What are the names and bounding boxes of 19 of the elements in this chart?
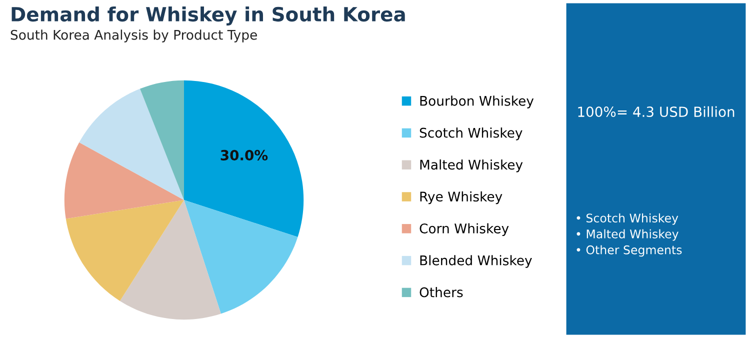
pie-slice: [64, 142, 184, 219]
text: • Scotch Whiskey • Malted Whiskey • Other Segments: [576, 213, 682, 257]
legend-label: Bourbon Whiskey: [420, 96, 534, 108]
pie-slice: [184, 80, 304, 237]
legend-label: Blended Whiskey: [420, 255, 532, 268]
pie-slice: [79, 88, 184, 200]
chart-subtitle: South Korea Analysis by Product Type: [10, 30, 257, 42]
pie-slice: [184, 200, 298, 314]
legend-label: Others: [420, 287, 463, 298]
pie-slice: [140, 80, 184, 200]
pie-slice: [120, 200, 221, 320]
legend-label: Malted Whiskey: [420, 159, 523, 172]
text: 100%= 4.3 USD Billion: [578, 106, 734, 118]
chart-title: Demand for Whiskey in South Korea: [12, 6, 405, 26]
legend-label: Corn Whiskey: [420, 223, 509, 236]
pie-slice: [66, 200, 184, 301]
legend-label: Scotch Whiskey: [420, 128, 522, 140]
data-label: 30.0%: [220, 150, 268, 160]
legend-label: Rye Whiskey: [420, 191, 502, 204]
